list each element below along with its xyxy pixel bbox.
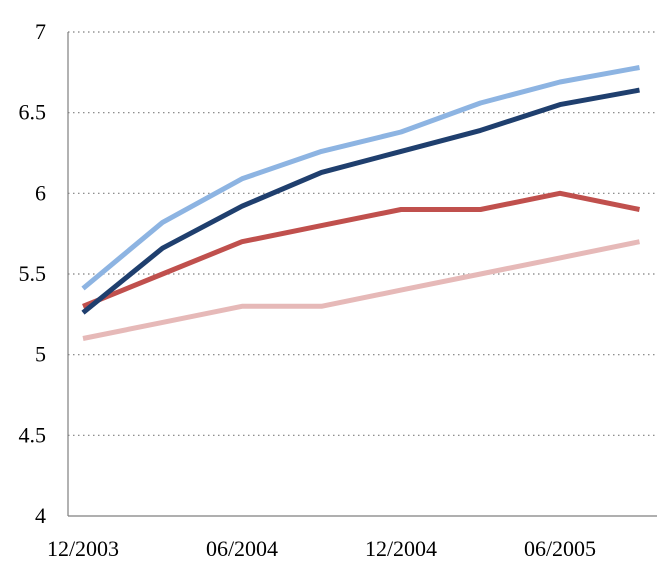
y-tick-label: 7 (35, 19, 46, 44)
y-tick-label: 4 (35, 503, 46, 528)
axes (67, 32, 657, 517)
x-tick-labels: 12/2003 06/2004 12/2004 06/2005 (47, 536, 596, 561)
y-tick-label: 4.5 (19, 422, 47, 447)
x-tick-label: 06/2004 (206, 536, 278, 561)
series-line-3 (82, 190, 640, 309)
series-lines (81, 65, 640, 341)
y-tick-label: 6 (35, 180, 46, 205)
series-line-1 (81, 65, 640, 291)
y-tick-label: 5.5 (19, 261, 47, 286)
x-tick-label: 06/2005 (524, 536, 596, 561)
x-tick-label: 12/2003 (47, 536, 119, 561)
gridlines (68, 31, 657, 436)
x-tick-label: 12/2004 (365, 536, 437, 561)
series-line-4 (82, 239, 640, 341)
series-line-2 (81, 87, 640, 315)
y-tick-labels: 4 4.5 5 5.5 6 6.5 7 (19, 19, 47, 528)
y-tick-label: 6.5 (19, 100, 47, 125)
y-tick-label: 5 (35, 342, 46, 367)
